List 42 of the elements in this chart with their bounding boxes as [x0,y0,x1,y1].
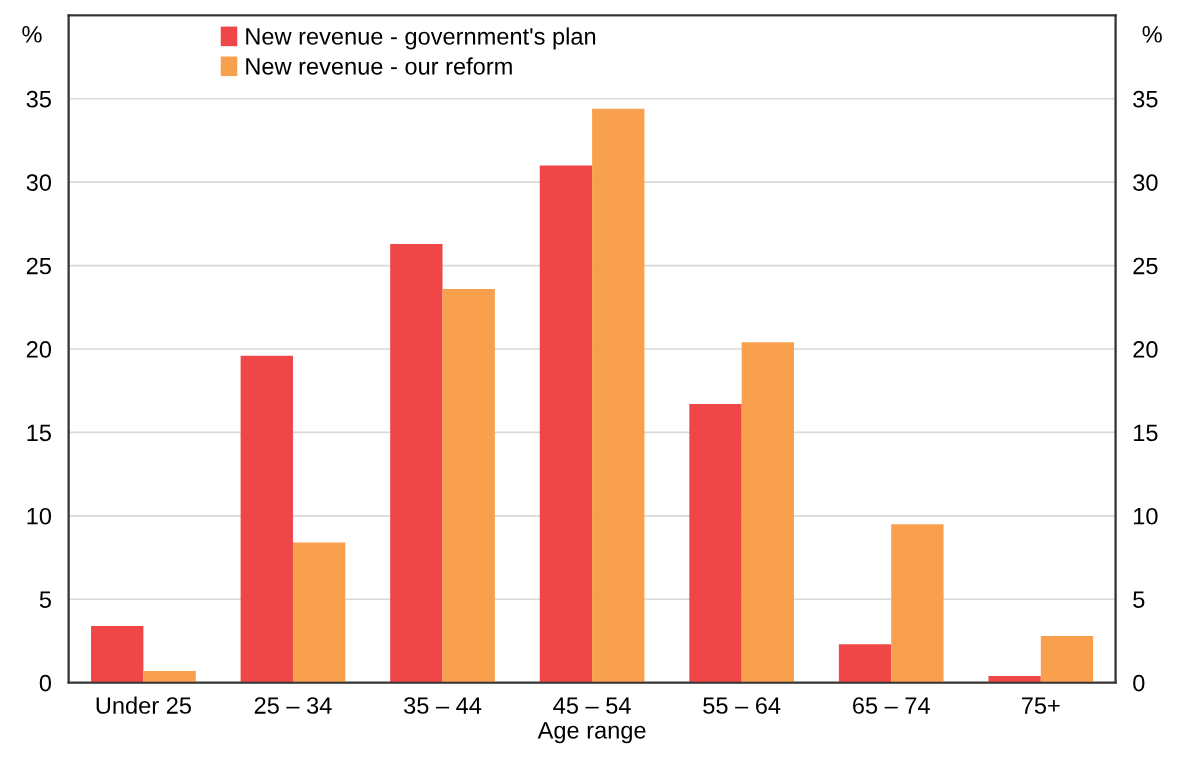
y2-tick-label: 5 [1133,591,1145,609]
bar [689,404,742,683]
bar [838,644,892,683]
x-tick-label: 75+ [1021,697,1060,714]
y-tick-label: 15 [27,424,51,442]
bar [143,670,196,683]
y-axis-title: % [22,26,42,43]
y2-tick-label: 0 [1133,674,1145,692]
x-tick-label: 25 – 34 [254,697,332,714]
y2-tick-label: 35 [1133,90,1158,108]
y-tick-label: 30 [26,174,52,191]
x-tick-label: 45 – 54 [553,697,631,714]
legend-label: New revenue - our reform [246,57,512,75]
bar [592,108,645,683]
bar [741,342,794,683]
y2-tick-label: 20 [1133,341,1158,358]
y-tick-label: 25 [26,257,51,275]
y-tick-label: 0 [39,674,52,692]
y2-tick-label: 25 [1133,257,1158,275]
y-tick-label: 35 [26,90,51,108]
bar [988,675,1041,683]
bar [539,165,593,683]
bar [240,355,293,683]
x-tick-label: 35 – 44 [404,697,482,714]
bar [292,542,346,683]
bar [891,524,944,683]
y-tick-label: 5 [39,591,51,609]
bar [1040,635,1094,683]
y-tick-label: 20 [26,341,52,358]
x-tick-label: 65 – 74 [853,697,930,714]
y2-tick-label: 30 [1133,174,1158,191]
y2-axis-title: % [1142,26,1162,43]
y-tick-label: 10 [27,507,52,525]
y2-tick-label: 10 [1134,507,1158,525]
bar [390,243,443,683]
x-tick-label: 55 – 64 [703,697,781,714]
x-axis-title: Age range [537,722,646,744]
y2-tick-label: 15 [1134,424,1158,442]
bar [91,625,144,683]
x-tick-label: Under 25 [96,696,191,714]
legend-label: New revenue - government's plan [246,27,596,50]
bar [442,288,495,683]
